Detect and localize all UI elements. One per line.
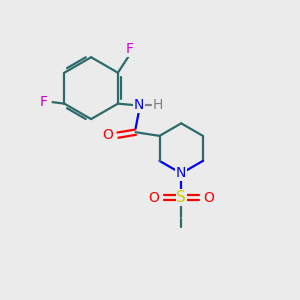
Text: F: F — [126, 42, 134, 56]
Text: N: N — [134, 98, 144, 112]
Text: F: F — [40, 95, 48, 109]
Text: H: H — [153, 98, 163, 112]
Text: O: O — [148, 190, 159, 205]
Text: O: O — [203, 190, 214, 205]
Text: O: O — [102, 128, 113, 142]
Text: N: N — [176, 167, 186, 180]
Text: S: S — [176, 190, 186, 205]
